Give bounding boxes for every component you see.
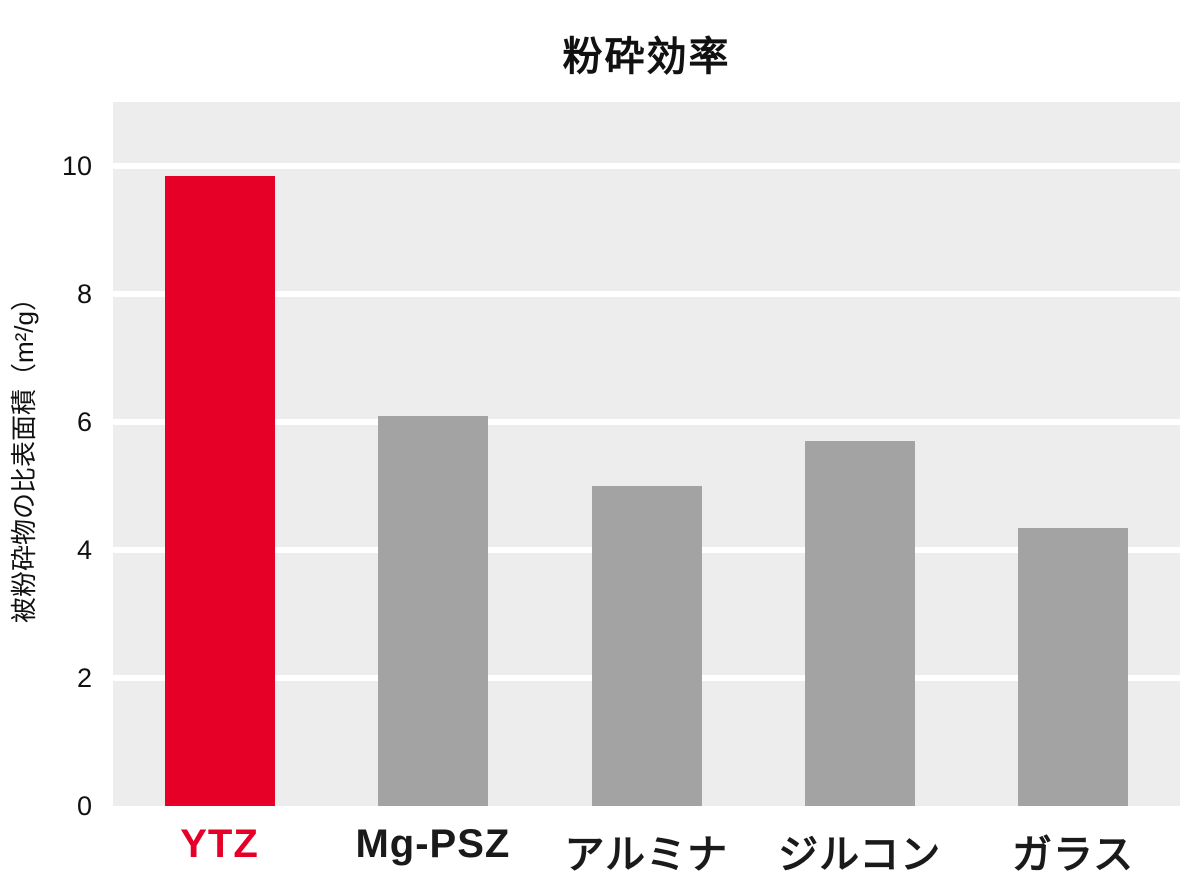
- y-tick-6: 6: [76, 407, 92, 437]
- x-label-ガラス: ガラス: [1011, 833, 1135, 877]
- x-label-アルミナ: アルミナ: [564, 833, 729, 877]
- bar-ガラス: [1018, 527, 1129, 806]
- plot-area: [113, 102, 1180, 806]
- bar-YTZ: [164, 175, 275, 806]
- x-label-ジルコン: ジルコン: [778, 833, 942, 877]
- gridline-8: [113, 291, 1180, 297]
- y-tick-2: 2: [76, 663, 92, 693]
- bar-アルミナ: [591, 486, 702, 806]
- bar-Mg-PSZ: [378, 415, 489, 806]
- x-label-YTZ: YTZ: [180, 822, 259, 866]
- gridline-10: [113, 163, 1180, 169]
- y-tick-4: 4: [76, 535, 92, 565]
- y-tick-10: 10: [61, 151, 92, 181]
- bar-ジルコン: [804, 441, 915, 806]
- x-label-Mg-PSZ: Mg-PSZ: [355, 822, 511, 866]
- y-tick-0: 0: [76, 791, 92, 821]
- gridline-6: [113, 419, 1180, 425]
- y-tick-8: 8: [76, 279, 92, 309]
- chart-title: 粉砕効率: [562, 35, 731, 79]
